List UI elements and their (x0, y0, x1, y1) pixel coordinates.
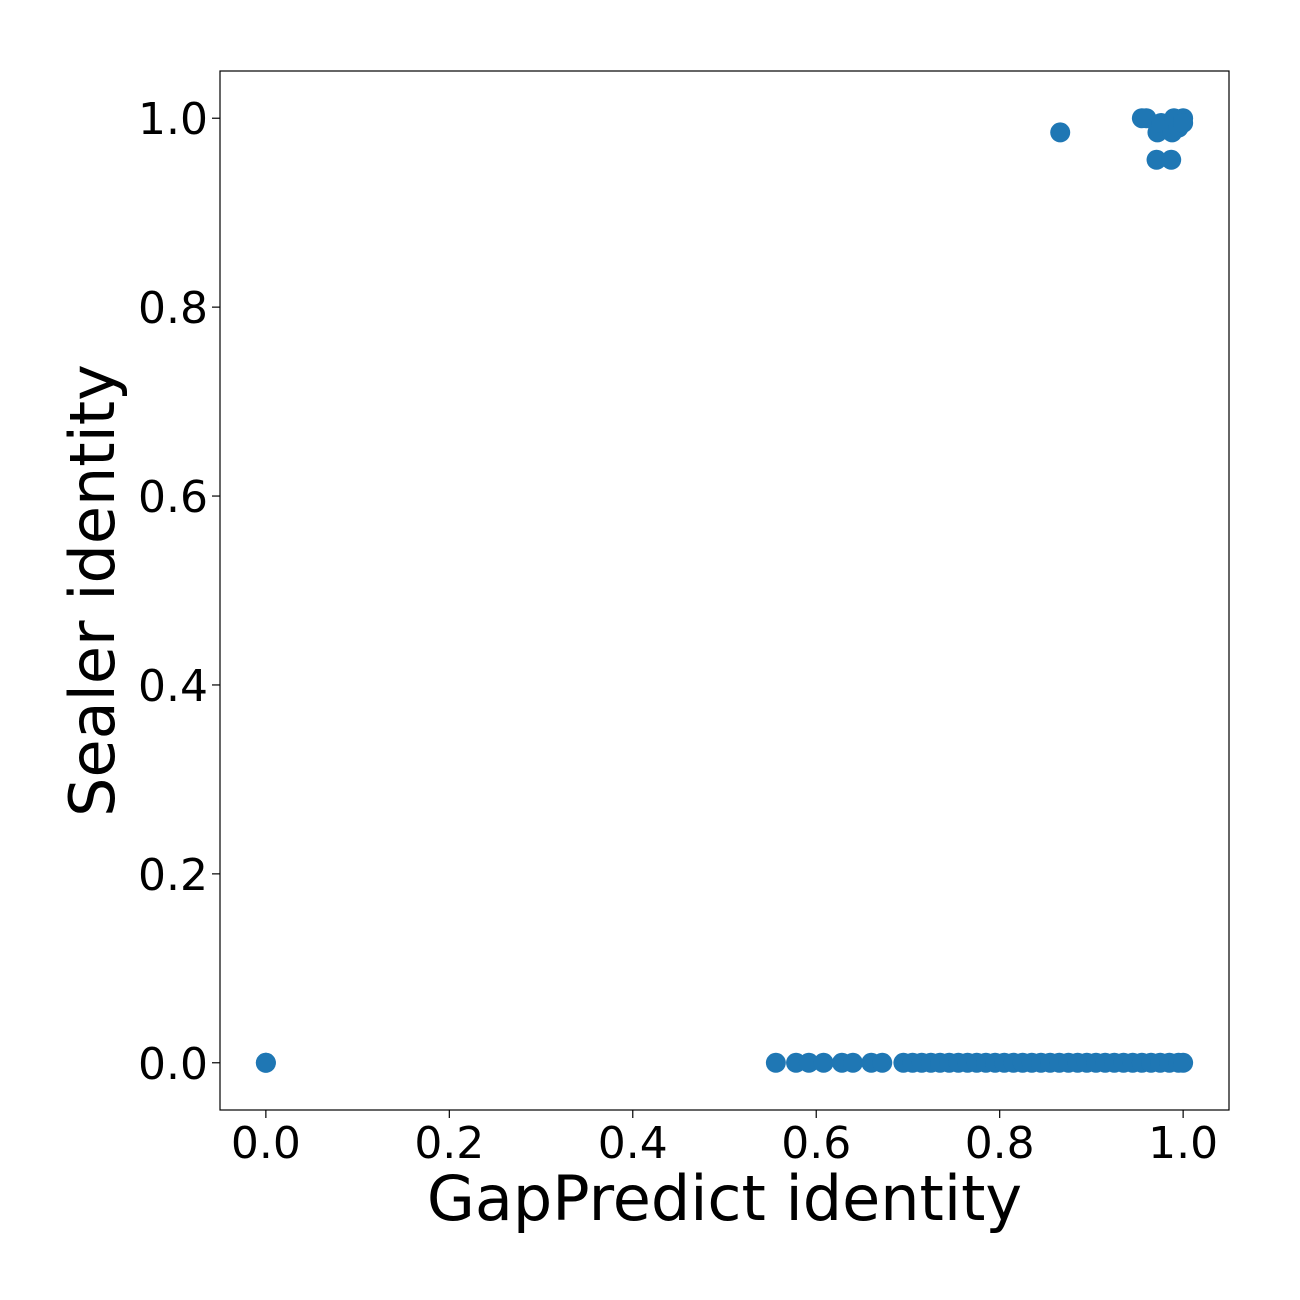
data-point (1173, 112, 1194, 133)
data-point (798, 1052, 819, 1073)
data-point (813, 1052, 834, 1073)
y-tick-label: 0.2 (138, 850, 208, 901)
x-axis-title: GapPredict identity (427, 1162, 1022, 1235)
x-tick-label: 0.0 (231, 1118, 301, 1169)
y-axis: 0.0 0.2 0.4 0.6 0.8 1.0 (138, 94, 220, 1090)
x-tick-label: 0.6 (781, 1118, 851, 1169)
data-points (255, 108, 1194, 1073)
data-point (1050, 122, 1071, 143)
x-tick-label: 0.8 (965, 1118, 1035, 1169)
data-point (765, 1052, 786, 1073)
y-tick-label: 0.0 (138, 1039, 208, 1090)
data-point (1146, 149, 1167, 170)
x-axis: 0.0 0.2 0.4 0.6 0.8 1.0 (231, 1110, 1218, 1169)
y-tick-label: 0.8 (138, 283, 208, 334)
data-point (255, 1052, 276, 1073)
plot-frame (219, 70, 1230, 1111)
data-point (1173, 1052, 1194, 1073)
y-axis-title: Sealer identity (56, 364, 129, 817)
y-tick-label: 0.6 (138, 472, 208, 523)
x-tick-label: 0.4 (598, 1118, 668, 1169)
x-tick-label: 1.0 (1148, 1118, 1218, 1169)
x-tick-label: 0.2 (414, 1118, 484, 1169)
data-point (1161, 149, 1182, 170)
data-point (872, 1052, 893, 1073)
y-tick-label: 0.4 (138, 661, 208, 712)
y-tick-label: 1.0 (138, 94, 208, 145)
data-point (842, 1052, 863, 1073)
